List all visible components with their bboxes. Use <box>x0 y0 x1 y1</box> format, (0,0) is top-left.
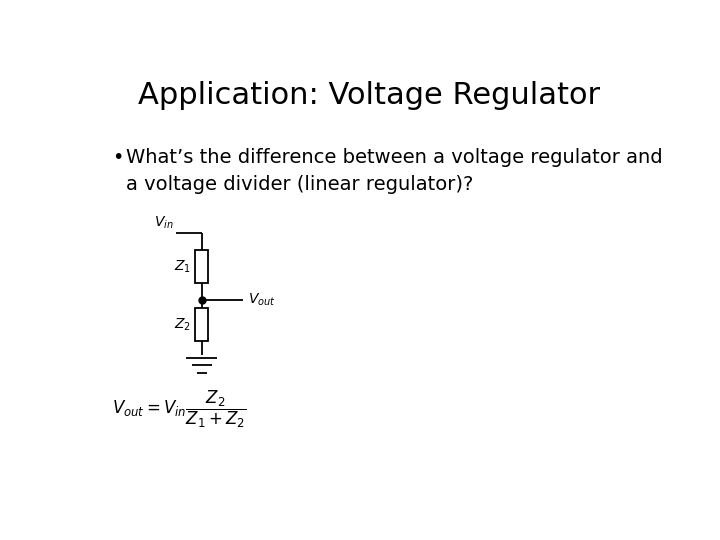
Bar <box>195 308 208 341</box>
Text: Application: Voltage Regulator: Application: Voltage Regulator <box>138 82 600 111</box>
Text: $Z_1$: $Z_1$ <box>174 258 191 275</box>
Text: $Z_2$: $Z_2$ <box>174 316 191 333</box>
Text: •: • <box>112 148 124 167</box>
Text: a voltage divider (linear regulator)?: a voltage divider (linear regulator)? <box>126 175 474 194</box>
Text: $V_{in}$: $V_{in}$ <box>154 215 174 231</box>
Text: $V_{out} = V_{in}\dfrac{Z_2}{Z_1+Z_2}$: $V_{out} = V_{in}\dfrac{Z_2}{Z_1+Z_2}$ <box>112 389 247 430</box>
Text: $V_{out}$: $V_{out}$ <box>248 292 276 308</box>
Bar <box>195 250 208 283</box>
Text: What’s the difference between a voltage regulator and: What’s the difference between a voltage … <box>126 148 663 167</box>
